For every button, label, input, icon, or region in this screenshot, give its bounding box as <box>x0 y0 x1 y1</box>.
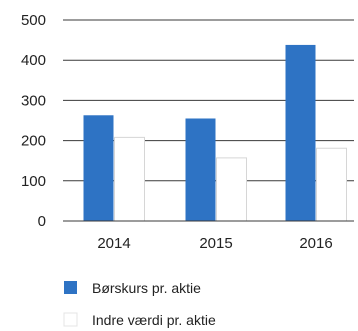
y-tick-label: 0 <box>38 213 46 230</box>
bar-borskurs <box>83 115 114 221</box>
bar-borskurs <box>285 44 316 222</box>
bars <box>83 44 347 222</box>
y-tick-label: 200 <box>21 133 46 150</box>
x-tick-label: 2015 <box>199 235 232 252</box>
bar-indre-vaerdi <box>114 136 145 222</box>
legend-swatch <box>64 281 77 294</box>
bar-indre-vaerdi <box>216 157 247 222</box>
legend-swatch <box>63 312 78 327</box>
y-tick-label: 500 <box>21 12 46 29</box>
y-axis-ticks: 0 100 200 300 400 500 <box>21 12 46 230</box>
x-tick-label: 2016 <box>299 235 332 252</box>
legend: Børskurs pr. aktie Indre værdi pr. aktie <box>63 280 216 328</box>
bar-borskurs <box>185 118 216 221</box>
legend-label: Børskurs pr. aktie <box>92 280 201 296</box>
bar-indre-vaerdi <box>316 147 347 222</box>
x-axis-ticks: 2014 2015 2016 <box>97 235 332 252</box>
x-tick-label: 2014 <box>97 235 130 252</box>
legend-label: Indre værdi pr. aktie <box>92 312 216 328</box>
y-tick-label: 400 <box>21 52 46 69</box>
y-tick-label: 100 <box>21 173 46 190</box>
y-tick-label: 300 <box>21 92 46 109</box>
